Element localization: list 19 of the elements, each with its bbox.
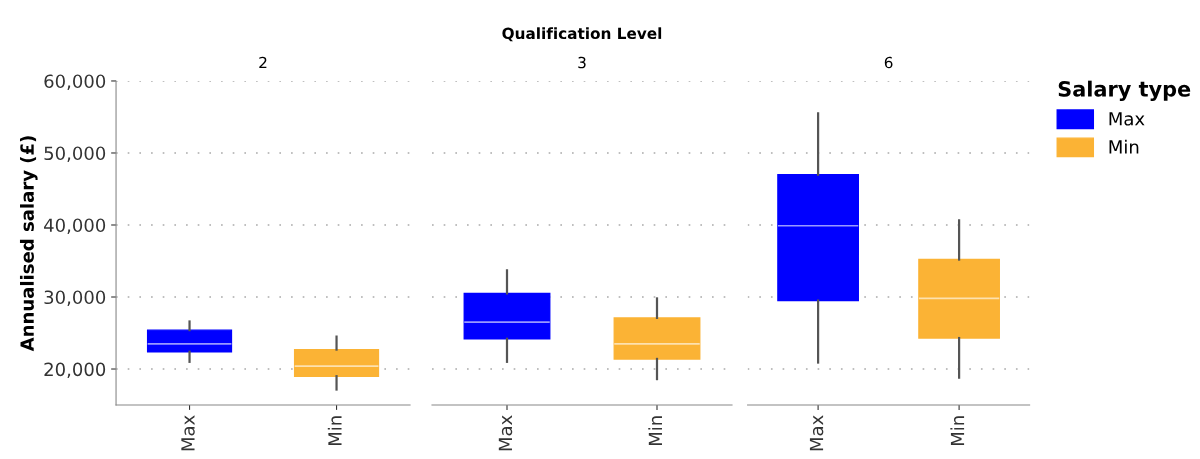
y-tick-label: 60,000: [44, 74, 106, 90]
y-axis-title: Annualised salary (£): [19, 136, 38, 352]
chart-subtitle: 3: [578, 56, 586, 69]
x-tick-label: Max: [809, 415, 824, 451]
x-tick-label: Min: [327, 416, 342, 446]
legend-label: Min: [1109, 139, 1139, 154]
y-tick-label: 40,000: [44, 218, 106, 234]
chart-title: Qualification Level: [502, 27, 662, 42]
x-tick-label: Max: [181, 415, 195, 451]
y-tick-label: 50,000: [44, 146, 106, 162]
x-tick-label: Min: [648, 416, 662, 446]
y-tick-label: 20,000: [44, 362, 106, 378]
x-tick-label: Max: [498, 415, 513, 451]
y-tick-label: 30,000: [44, 290, 106, 306]
legend-label: Max: [1109, 112, 1145, 126]
chart-subtitle: 2: [259, 56, 267, 69]
legend-title: Salary type: [1058, 80, 1191, 101]
x-tick-label: Min: [950, 416, 965, 446]
chart-subtitle: 6: [884, 56, 893, 69]
